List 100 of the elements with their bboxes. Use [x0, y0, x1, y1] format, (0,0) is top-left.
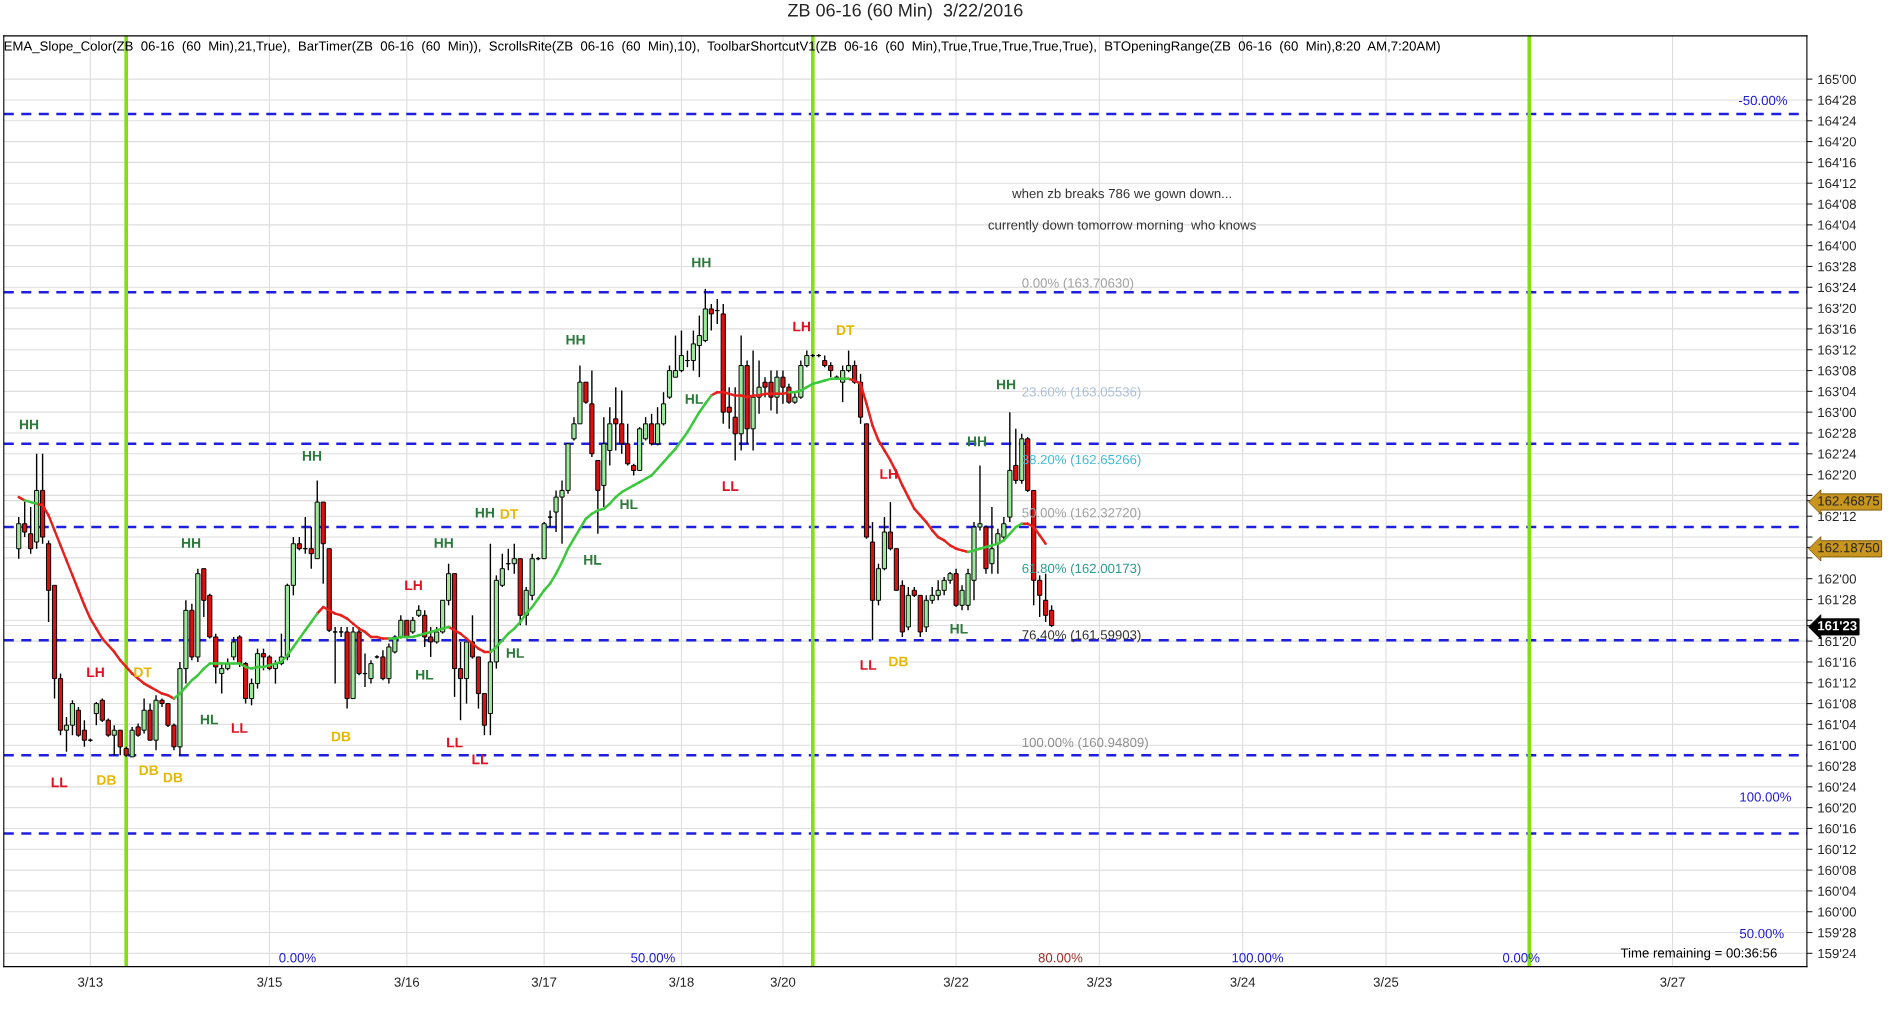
annotation: LH — [405, 580, 422, 591]
annotation: 100.00% (160.94809) — [1022, 737, 1148, 750]
annotation: DB — [331, 731, 351, 742]
y-tick-label: 160'16 — [1818, 824, 1856, 834]
annotation: LL — [860, 660, 877, 670]
y-tick-label: 161'04 — [1818, 719, 1857, 730]
annotation: currently down tomorrow morning who knows — [988, 219, 1256, 233]
annotation: LL — [722, 481, 739, 491]
y-tick-label: 160'24 — [1818, 782, 1857, 792]
y-tick-label: 164'28 — [1818, 95, 1856, 105]
annotation: LL — [447, 737, 463, 748]
y-tick-label: 159'24 — [1818, 948, 1857, 959]
annotation: HL — [685, 394, 703, 404]
y-tick-label: 164'20 — [1818, 137, 1856, 147]
y-tick-label: 161'28 — [1818, 595, 1856, 605]
y-tick-label: 160'08 — [1818, 865, 1856, 875]
annotation: LL — [51, 777, 68, 788]
y-tick-label: 165'00 — [1818, 74, 1856, 85]
y-tick-label: 162'20 — [1818, 470, 1856, 480]
y-tick-label: 161'20 — [1818, 636, 1856, 647]
y-tick-label: 162'28 — [1818, 428, 1856, 438]
annotation: 50.00% — [631, 953, 675, 963]
y-tick-label: 163'04 — [1818, 386, 1857, 397]
annotation: HH — [302, 451, 322, 461]
annotation: HL — [620, 499, 638, 510]
chart-title: ZB 06-16 (60 Min) 3/22/2016 — [787, 3, 1023, 21]
annotation: HH — [19, 419, 39, 430]
y-tick-label: 164'08 — [1818, 199, 1856, 209]
annotation: DB — [889, 656, 908, 667]
y-tick-label: 164'04 — [1818, 220, 1857, 230]
annotation: HL — [584, 555, 602, 565]
y-tick-label: 160'00 — [1818, 907, 1856, 917]
annotation: -50.00% — [1739, 95, 1788, 106]
annotation: DT — [500, 509, 519, 519]
annotation: HL — [950, 624, 968, 634]
y-tick-label: 161'16 — [1818, 657, 1856, 667]
y-tick-label: 163'24 — [1818, 282, 1857, 293]
annotation: LH — [880, 469, 898, 479]
y-tick-label: 164'16 — [1818, 157, 1856, 168]
annotation: HH — [181, 538, 201, 548]
annotation: when zb breaks 786 we gown down... — [1012, 188, 1231, 201]
annotation: HH — [967, 436, 987, 447]
annotation: 23.60% (163.05536) — [1022, 386, 1141, 400]
x-tick-label: 3/20 — [770, 977, 796, 987]
annotation: DB — [139, 765, 159, 776]
x-tick-label: 3/17 — [531, 977, 557, 987]
annotation: 0.00% (163.70630) — [1022, 278, 1134, 291]
x-tick-label: 3/24 — [1230, 977, 1256, 987]
y-tick-label: 160'20 — [1818, 803, 1856, 813]
annotation: 76.40% (161.59903) — [1022, 629, 1141, 643]
annotation: HL — [200, 714, 219, 725]
annotation: HL — [506, 648, 524, 658]
annotation: LL — [472, 754, 489, 765]
y-tick-label: 159'28 — [1818, 928, 1856, 938]
y-tick-label: 163'16 — [1818, 324, 1856, 334]
annotation: 80.00% — [1038, 953, 1083, 963]
annotation: HH — [475, 507, 494, 518]
annotation: DT — [836, 325, 855, 335]
y-tick-label: 163'08 — [1818, 366, 1856, 376]
x-tick-label: 3/13 — [78, 977, 103, 987]
annotation: DB — [163, 772, 183, 783]
y-tick-label: 160'12 — [1818, 844, 1856, 855]
x-tick-label: 3/16 — [394, 977, 420, 987]
annotation: HH — [434, 538, 453, 548]
annotation: 0.00% — [279, 953, 316, 963]
y-tick-label: 161'23 — [1818, 621, 1857, 631]
y-tick-label: 160'28 — [1818, 761, 1856, 771]
y-tick-label: 164'12 — [1818, 178, 1856, 189]
annotation: DT — [134, 667, 152, 678]
annotation: HH — [996, 379, 1016, 390]
annotation: LH — [793, 321, 811, 332]
annotation: 100.00% — [1232, 953, 1284, 963]
annotation: HL — [416, 669, 434, 680]
x-tick-label: 3/27 — [1660, 977, 1685, 987]
annotation: 100.00% — [1740, 792, 1791, 802]
annotation: HH — [566, 335, 585, 345]
annotation: HH — [692, 257, 711, 268]
y-tick-label: 162'24 — [1818, 449, 1857, 459]
x-tick-label: 3/18 — [669, 977, 694, 987]
y-tick-label: 163'28 — [1818, 262, 1856, 272]
y-tick-label: 162'00 — [1818, 574, 1856, 584]
y-tick-label: 160'04 — [1818, 886, 1857, 896]
y-tick-label: 161'12 — [1818, 678, 1856, 688]
candlestick — [332, 626, 338, 685]
annotation: 50.00% — [1739, 928, 1784, 939]
x-tick-label: 3/15 — [257, 977, 282, 987]
y-tick-label: 161'00 — [1818, 740, 1856, 751]
y-tick-label: 164'24 — [1818, 116, 1857, 126]
candlestick — [547, 509, 553, 528]
y-tick-label: 161'08 — [1818, 699, 1856, 709]
y-tick-label: 164'00 — [1818, 241, 1856, 251]
y-tick-label: 163'20 — [1818, 303, 1856, 313]
x-tick-label: 3/22 — [943, 977, 969, 987]
y-tick-label: 162.18750 — [1818, 543, 1880, 553]
annotation: DB — [97, 775, 116, 785]
y-tick-label: 162.46875 — [1818, 496, 1880, 506]
annotation: LL — [231, 723, 248, 733]
x-tick-label: 3/25 — [1373, 977, 1399, 987]
y-tick-label: 162'12 — [1818, 511, 1856, 522]
y-tick-label: 163'12 — [1818, 345, 1856, 355]
